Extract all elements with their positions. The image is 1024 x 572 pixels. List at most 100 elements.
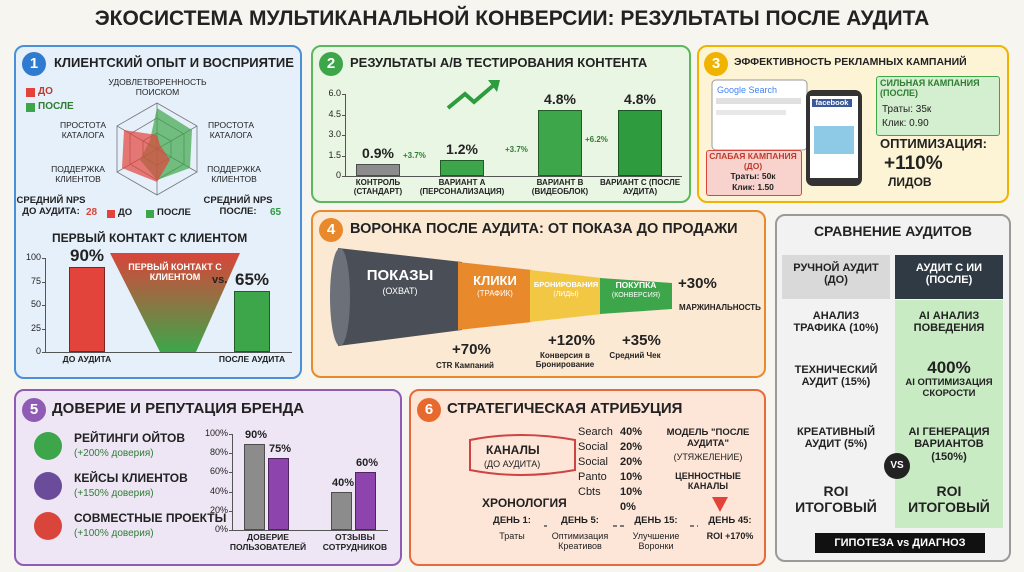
manual-header: РУЧНОЙ АУДИТ (ДО) <box>782 255 890 299</box>
channel-share: 20% <box>620 441 643 453</box>
strong-title: СИЛЬНАЯ КАМПАНИЯ (ПОСЛЕ) <box>880 78 980 99</box>
gain-value: +110% <box>884 153 943 174</box>
optimization-label: ОПТИМИЗАЦИЯ: <box>880 136 987 151</box>
channel-share: 20% <box>620 456 643 468</box>
x-axis <box>232 530 388 531</box>
timeline-day: ДЕНЬ 1: <box>480 515 544 527</box>
strong-spend: Траты: 35к <box>882 104 932 115</box>
y-tick-label: 4.5 <box>328 108 341 119</box>
radar-before <box>122 130 170 182</box>
ai-cell: AI ГЕНЕРАЦИЯ ВАРИАНТОВ (150%) <box>908 426 990 463</box>
channel-name: Social <box>578 441 608 453</box>
metric-label: Средний Чек <box>609 351 661 360</box>
panel-number: 5 <box>22 398 46 422</box>
x-tick-label: КОНТРОЛЬ (СТАНДАРТ) <box>353 178 403 196</box>
x-tick-label: ДО АУДИТА <box>62 354 112 364</box>
stage-name: ПОКУПКА <box>615 279 657 290</box>
model-sub: (УТЯЖЕЛЕНИЕ) <box>673 452 743 462</box>
panel-title: КЛИЕНТСКИЙ ОПЫТ И ВОСПРИЯТИЕ <box>54 55 294 70</box>
radar-label: ПОДДЕРЖКА КЛИЕНТОВ <box>51 164 105 184</box>
panel-title: РЕЗУЛЬТАТЫ A/B ТЕСТИРОВАНИЯ КОНТЕНТА <box>350 55 648 70</box>
bar <box>538 110 582 176</box>
tick-mark <box>342 114 345 116</box>
panel-title: ЭФФЕКТИВНОСТЬ РЕКЛАМНЫХ КАМПАНИЙ <box>734 56 967 68</box>
bar <box>618 110 662 176</box>
ai-cell: ROI ИТОГОВЫЙ <box>908 483 990 515</box>
nps-label: СРЕДНИЙ NPS ПОСЛЕ: <box>203 195 273 217</box>
legend-swatch <box>26 103 35 112</box>
bar <box>356 163 400 176</box>
metric-value: +120% <box>548 332 596 349</box>
metric-value: +30% <box>678 275 717 292</box>
weak-spend: Траты: 50к <box>730 171 776 181</box>
model-arrow <box>712 497 728 512</box>
value-label: 1.2% <box>446 140 478 157</box>
channels-title: КАНАЛЫ <box>486 443 540 457</box>
channel-share: 10% <box>620 486 643 498</box>
channel-share: 40% <box>620 426 643 438</box>
nps-label: СРЕДНИЙ NPS ДО АУДИТА: <box>16 195 86 217</box>
stage-sub: (ТРАФИК) <box>477 289 513 298</box>
bar <box>268 458 289 530</box>
nps-value: 65 <box>270 207 282 218</box>
bar <box>69 267 105 352</box>
panel-number: 4 <box>319 218 343 242</box>
timeline-text: Траты <box>499 531 525 541</box>
timeline-day: ДЕНЬ 5: <box>548 515 612 527</box>
panel-title: ДОВЕРИЕ И РЕПУТАЦИЯ БРЕНДА <box>52 400 305 417</box>
y-tick-label: 100% <box>204 428 228 438</box>
bar <box>244 443 265 530</box>
trust-name: РЕЙТИНГИ ОЙТОВ <box>74 431 186 445</box>
metric-value: +70% <box>452 341 491 358</box>
legend-label: ПОСЛЕ <box>157 207 191 218</box>
browser-bar <box>716 110 786 115</box>
y-axis <box>345 94 346 176</box>
tick-mark <box>229 510 232 512</box>
google-label: Google Search <box>717 85 778 95</box>
panel-number: 1 <box>22 52 46 76</box>
radar-label: ПРОСТОТА КАТАЛОГА <box>59 120 107 140</box>
channel-name: Social <box>578 456 608 468</box>
chart-title: ПЕРВЫЙ КОНТАКТ С КЛИЕНТОМ <box>52 231 248 245</box>
tick-mark <box>42 305 45 306</box>
growth-arrow <box>446 82 497 110</box>
delta-label: +3.7% <box>403 151 426 160</box>
y-tick-label: 1.5 <box>328 149 341 160</box>
x-tick-label: ВАРИАНТ А (ПЕРСОНАЛИЗАЦИЯ) <box>419 178 505 196</box>
bar <box>331 491 352 530</box>
channel-share: 0% <box>620 501 636 513</box>
vs-label: vs. <box>212 273 228 286</box>
timeline-text: ROI +170% <box>706 531 754 541</box>
value-label: 65% <box>234 269 270 289</box>
value-label: 40% <box>331 476 355 489</box>
tick-mark <box>342 155 345 157</box>
metric-label: Конверсия в Бронирование <box>535 351 595 369</box>
tick-mark <box>342 94 345 95</box>
tick-mark <box>42 352 45 353</box>
channel-name: Panto <box>578 471 607 483</box>
panel-number: 2 <box>319 52 343 76</box>
tick-mark <box>229 491 232 493</box>
y-tick-label: 50 <box>30 299 41 309</box>
metric-value: +35% <box>622 332 661 349</box>
panel-title: СРАВНЕНИЕ АУДИТОВ <box>813 223 973 239</box>
value-label: 75% <box>268 443 292 455</box>
legend-label: ДО <box>38 86 53 97</box>
legend-swatch <box>26 88 35 97</box>
growth-arrow-head <box>488 80 500 92</box>
y-tick-label: 6.0 <box>328 88 341 98</box>
y-tick-label: 60% <box>209 466 228 477</box>
timeline-text: Оптимизация Креативов <box>551 531 609 552</box>
legend-label: ДО <box>118 207 133 218</box>
timeline-day: ДЕНЬ 15: <box>624 515 688 527</box>
value-label: 90% <box>244 428 268 441</box>
tick-mark <box>342 176 345 177</box>
panel-number: 3 <box>704 52 728 76</box>
tick-mark <box>42 281 45 283</box>
manual-cell: АНАЛИЗ ТРАФИКА (10%) <box>793 310 879 335</box>
tick-mark <box>42 258 45 259</box>
contact-funnel <box>110 253 240 352</box>
manual-cell: ТЕХНИЧЕСКИЙ АУДИТ (15%) <box>794 364 878 389</box>
